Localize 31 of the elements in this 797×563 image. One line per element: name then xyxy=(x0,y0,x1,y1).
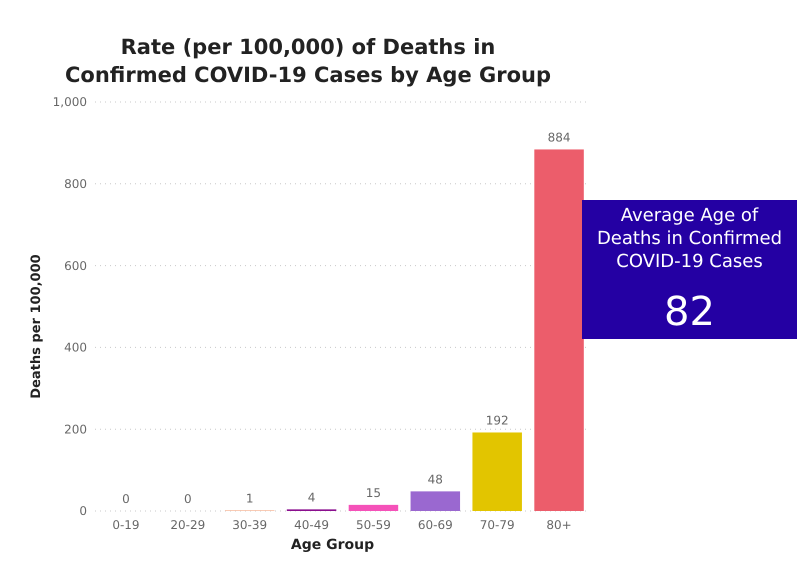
text: Average Age of Deaths in Confirmed COVID-19 Cases xyxy=(596,205,782,272)
x-axis-title: Age Group xyxy=(290,537,374,553)
bar xyxy=(534,149,584,511)
data-label: 15 xyxy=(366,486,382,500)
x-tick-label: 50-59 xyxy=(356,518,391,532)
x-tick-label: 70-79 xyxy=(480,518,515,532)
data-label: 4 xyxy=(308,490,316,504)
x-tick-label: 30-39 xyxy=(232,518,268,532)
data-label: 1 xyxy=(246,492,254,506)
x-tick-label: 0-19 xyxy=(112,518,140,532)
chart-title: Rate (per 100,000) of Deaths in Confirmed COVID-19 Cases by Age Group xyxy=(64,35,552,87)
y-tick-label: 800 xyxy=(64,177,87,191)
text: 82 xyxy=(664,289,715,335)
x-tick-label: 20-29 xyxy=(170,518,206,532)
x-tick-label: 60-69 xyxy=(418,518,453,532)
x-tick-label: 80+ xyxy=(546,518,572,532)
y-tick-label: 1,000 xyxy=(52,95,87,110)
bar xyxy=(410,491,460,511)
data-label: 192 xyxy=(486,413,509,428)
y-tick-label: 600 xyxy=(64,258,87,273)
bar xyxy=(472,432,522,511)
y-tick-label: 0 xyxy=(79,504,87,518)
bar xyxy=(348,504,398,511)
data-label: 884 xyxy=(548,130,571,144)
data-label: 48 xyxy=(428,472,443,486)
y-axis-title: Deaths per 100,000 xyxy=(29,254,44,399)
y-tick-label: 400 xyxy=(64,340,87,355)
data-label: 0 xyxy=(184,492,192,506)
data-label: 0 xyxy=(122,492,130,506)
y-tick-label: 200 xyxy=(64,422,87,436)
x-tick-label: 40-49 xyxy=(294,518,329,532)
